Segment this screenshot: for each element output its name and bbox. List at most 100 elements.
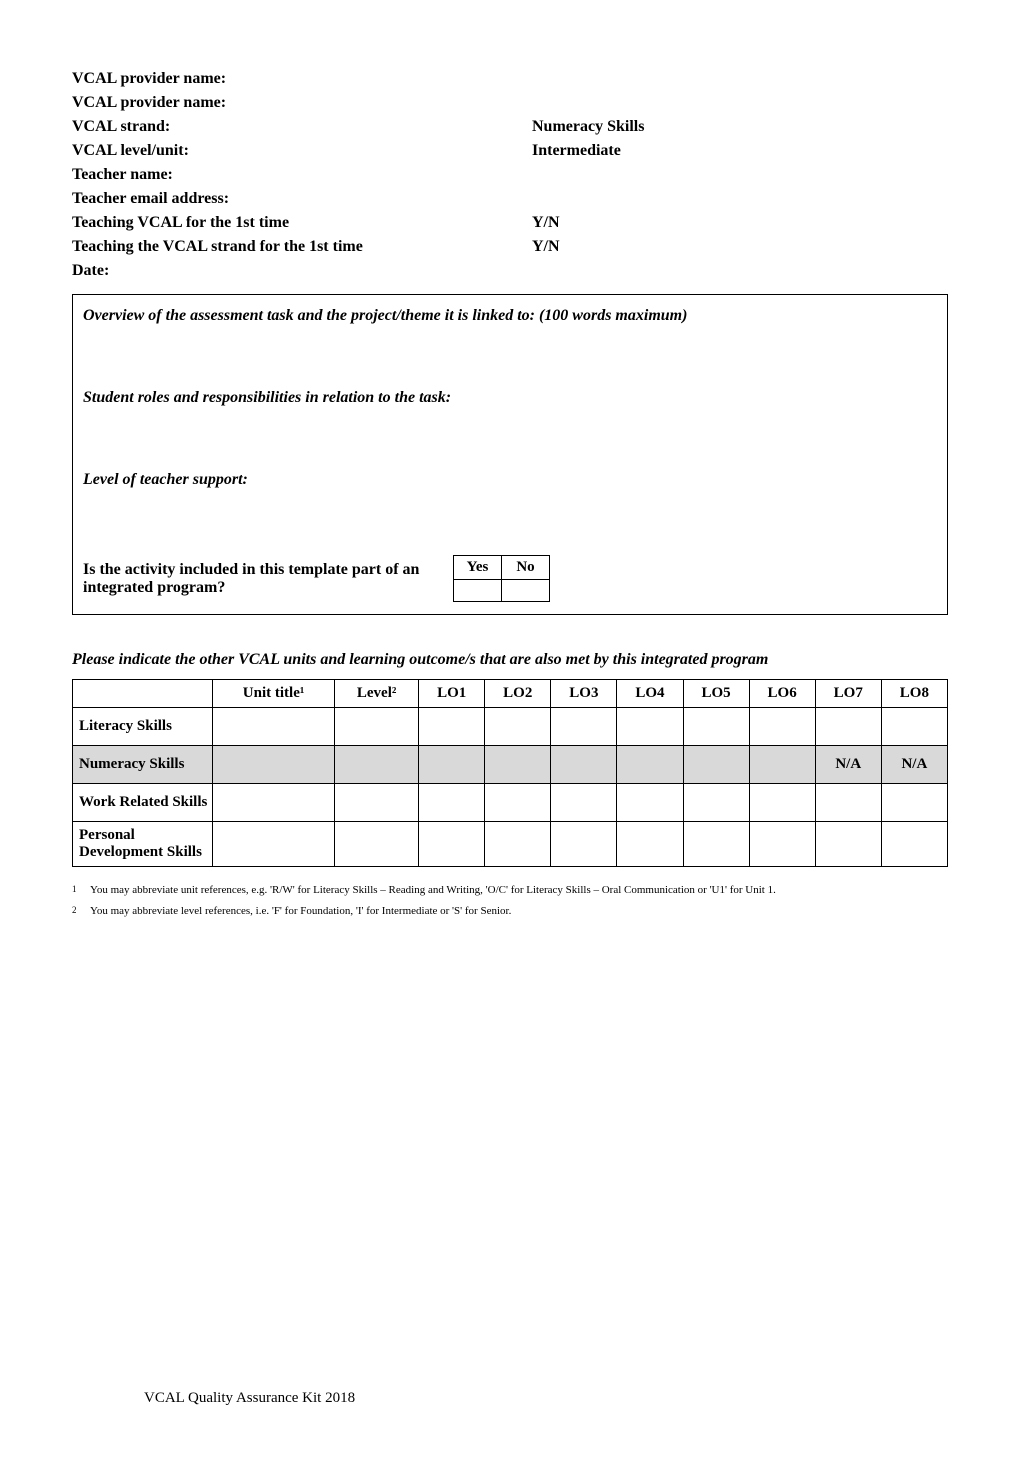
- support-heading: Level of teacher support:: [83, 471, 937, 489]
- table-row: Literacy Skills: [73, 708, 948, 746]
- field-date: Date:: [72, 262, 948, 280]
- strand-first-label: Teaching the VCAL strand for the 1st tim…: [72, 238, 532, 256]
- cell[interactable]: [683, 746, 749, 784]
- cell[interactable]: [335, 708, 419, 746]
- cell[interactable]: [881, 822, 947, 867]
- level-value: Intermediate: [532, 142, 621, 160]
- page: VCAL provider name: VCAL provider name: …: [72, 70, 948, 1430]
- field-level: VCAL level/unit: Intermediate: [72, 142, 948, 160]
- lo-header-row: Unit title¹ Level² LO1 LO2 LO3 LO4 LO5 L…: [73, 680, 948, 708]
- yes-no-table: Yes No: [453, 555, 550, 602]
- cell[interactable]: [749, 708, 815, 746]
- cell[interactable]: [551, 784, 617, 822]
- table-row: Personal Development Skills: [73, 822, 948, 867]
- cell[interactable]: [683, 822, 749, 867]
- date-label: Date:: [72, 262, 532, 280]
- row-numeracy: Numeracy Skills: [73, 746, 213, 784]
- lo-h-4: LO2: [485, 680, 551, 708]
- cell[interactable]: [617, 784, 683, 822]
- footnotes: 1 You may abbreviate unit references, e.…: [72, 883, 948, 919]
- lo-h-5: LO3: [551, 680, 617, 708]
- cell[interactable]: [419, 708, 485, 746]
- lo-h-6: LO4: [617, 680, 683, 708]
- row-literacy: Literacy Skills: [73, 708, 213, 746]
- cell[interactable]: [485, 822, 551, 867]
- field-strand-first: Teaching the VCAL strand for the 1st tim…: [72, 238, 948, 256]
- integrated-question: Is the activity included in this templat…: [83, 555, 453, 597]
- lo-h-0: [73, 680, 213, 708]
- cell[interactable]: [419, 746, 485, 784]
- cell[interactable]: [815, 822, 881, 867]
- footnote-1: 1 You may abbreviate unit references, e.…: [72, 883, 948, 898]
- field-teacher: Teacher name:: [72, 166, 948, 184]
- cell[interactable]: [485, 784, 551, 822]
- provider-2-label: VCAL provider name:: [72, 94, 532, 112]
- lo-h-3: LO1: [419, 680, 485, 708]
- row-personal: Personal Development Skills: [73, 822, 213, 867]
- cell[interactable]: [617, 822, 683, 867]
- no-cell[interactable]: [502, 580, 550, 602]
- cell[interactable]: [815, 784, 881, 822]
- cell[interactable]: [881, 784, 947, 822]
- lo-h-8: LO6: [749, 680, 815, 708]
- email-label: Teacher email address:: [72, 190, 532, 208]
- field-provider-1: VCAL provider name:: [72, 70, 948, 88]
- cell[interactable]: [551, 746, 617, 784]
- lo-h-2: Level²: [335, 680, 419, 708]
- lo-table: Unit title¹ Level² LO1 LO2 LO3 LO4 LO5 L…: [72, 679, 948, 867]
- overview-heading: Overview of the assessment task and the …: [83, 307, 937, 325]
- lo-h-10: LO8: [881, 680, 947, 708]
- cell[interactable]: [749, 784, 815, 822]
- row-work: Work Related Skills: [73, 784, 213, 822]
- roles-heading: Student roles and responsibilities in re…: [83, 389, 937, 407]
- cell: N/A: [881, 746, 947, 784]
- cell[interactable]: [551, 822, 617, 867]
- cell[interactable]: [881, 708, 947, 746]
- teacher-label: Teacher name:: [72, 166, 532, 184]
- cell[interactable]: [683, 708, 749, 746]
- lo-h-9: LO7: [815, 680, 881, 708]
- footnote-2-num: 2: [72, 904, 90, 919]
- cell[interactable]: [419, 784, 485, 822]
- cell: N/A: [815, 746, 881, 784]
- level-label: VCAL level/unit:: [72, 142, 532, 160]
- no-header: No: [502, 556, 550, 580]
- footnote-2-text: You may abbreviate level references, i.e…: [90, 904, 511, 919]
- cell[interactable]: [213, 822, 335, 867]
- cell[interactable]: [617, 746, 683, 784]
- provider-1-label: VCAL provider name:: [72, 70, 532, 88]
- assessment-box: Overview of the assessment task and the …: [72, 294, 948, 615]
- cell[interactable]: [749, 822, 815, 867]
- cell[interactable]: [335, 822, 419, 867]
- lo-h-1: Unit title¹: [213, 680, 335, 708]
- strand-label: VCAL strand:: [72, 118, 532, 136]
- lo-h-7: LO5: [683, 680, 749, 708]
- cell[interactable]: [335, 746, 419, 784]
- field-teach-first: Teaching VCAL for the 1st time Y/N: [72, 214, 948, 232]
- cell[interactable]: [551, 708, 617, 746]
- cell[interactable]: [683, 784, 749, 822]
- footnote-1-text: You may abbreviate unit references, e.g.…: [90, 883, 776, 898]
- cell[interactable]: [815, 708, 881, 746]
- field-strand: VCAL strand: Numeracy Skills: [72, 118, 948, 136]
- cell[interactable]: [617, 708, 683, 746]
- yes-cell[interactable]: [454, 580, 502, 602]
- cell[interactable]: [213, 784, 335, 822]
- strand-first-value: Y/N: [532, 238, 560, 256]
- cell[interactable]: [213, 746, 335, 784]
- page-footer: VCAL Quality Assurance Kit 2018: [144, 1390, 355, 1407]
- teach-first-label: Teaching VCAL for the 1st time: [72, 214, 532, 232]
- roles-space: [83, 411, 937, 447]
- strand-value: Numeracy Skills: [532, 118, 644, 136]
- indicate-text: Please indicate the other VCAL units and…: [72, 651, 948, 669]
- cell[interactable]: [485, 708, 551, 746]
- cell[interactable]: [335, 784, 419, 822]
- overview-space: [83, 329, 937, 365]
- field-provider-2: VCAL provider name:: [72, 94, 948, 112]
- cell[interactable]: [485, 746, 551, 784]
- yes-header: Yes: [454, 556, 502, 580]
- cell[interactable]: [213, 708, 335, 746]
- cell[interactable]: [419, 822, 485, 867]
- cell[interactable]: [749, 746, 815, 784]
- field-email: Teacher email address:: [72, 190, 948, 208]
